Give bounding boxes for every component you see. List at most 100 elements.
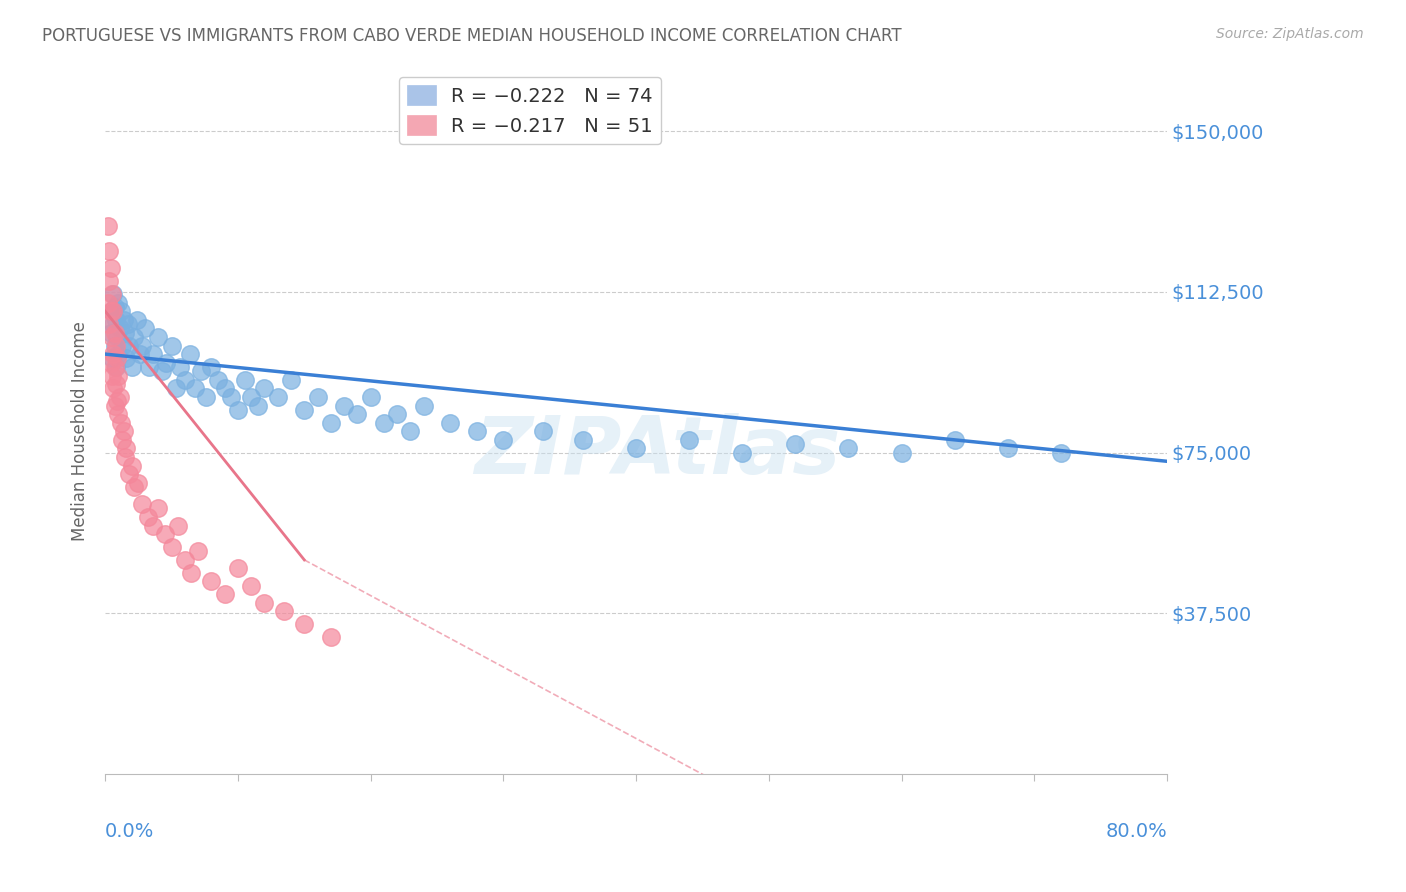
Point <box>101 287 124 301</box>
Point <box>253 596 276 610</box>
Point <box>131 497 153 511</box>
Point <box>572 433 595 447</box>
Point <box>100 261 122 276</box>
Point <box>104 377 127 392</box>
Point <box>101 287 124 301</box>
Point <box>105 330 128 344</box>
Point <box>387 407 409 421</box>
Text: Source: ZipAtlas.com: Source: ZipAtlas.com <box>1216 27 1364 41</box>
Point <box>103 326 125 340</box>
Text: PORTUGUESE VS IMMIGRANTS FROM CABO VERDE MEDIAN HOUSEHOLD INCOME CORRELATION CHA: PORTUGUESE VS IMMIGRANTS FROM CABO VERDE… <box>42 27 901 45</box>
Point <box>105 394 128 409</box>
Point <box>104 359 127 374</box>
Point <box>187 544 209 558</box>
Point <box>115 351 138 366</box>
Point <box>360 390 382 404</box>
Point <box>125 313 148 327</box>
Point <box>100 304 122 318</box>
Point <box>110 304 132 318</box>
Point <box>97 219 120 233</box>
Point <box>114 326 136 340</box>
Text: 80.0%: 80.0% <box>1105 822 1167 841</box>
Point <box>142 347 165 361</box>
Point <box>346 407 368 421</box>
Point <box>105 351 128 366</box>
Point <box>121 458 143 473</box>
Text: ZIPAtlas: ZIPAtlas <box>474 413 841 491</box>
Point <box>997 442 1019 456</box>
Point <box>195 390 218 404</box>
Point <box>124 480 146 494</box>
Point <box>103 399 125 413</box>
Point <box>155 356 177 370</box>
Point <box>110 416 132 430</box>
Point <box>837 442 859 456</box>
Point <box>465 425 488 439</box>
Point <box>148 501 170 516</box>
Point <box>112 425 135 439</box>
Point <box>101 304 124 318</box>
Point <box>240 579 263 593</box>
Point <box>111 338 134 352</box>
Point <box>240 390 263 404</box>
Point <box>624 442 647 456</box>
Point <box>207 373 229 387</box>
Point <box>107 295 129 310</box>
Point <box>103 359 125 374</box>
Point <box>200 359 222 374</box>
Point <box>267 390 290 404</box>
Point <box>200 574 222 589</box>
Point <box>103 300 125 314</box>
Point <box>104 338 127 352</box>
Point <box>173 373 195 387</box>
Point <box>150 364 173 378</box>
Point <box>292 402 315 417</box>
Point <box>173 553 195 567</box>
Point <box>127 475 149 490</box>
Point <box>114 450 136 464</box>
Point <box>118 467 141 482</box>
Point <box>731 446 754 460</box>
Point <box>678 433 700 447</box>
Point <box>98 244 121 259</box>
Point <box>214 381 236 395</box>
Point <box>273 604 295 618</box>
Point <box>121 359 143 374</box>
Point <box>179 347 201 361</box>
Point <box>112 313 135 327</box>
Point <box>292 617 315 632</box>
Point <box>107 368 129 383</box>
Point <box>184 381 207 395</box>
Point <box>890 446 912 460</box>
Point <box>307 390 329 404</box>
Point <box>412 399 434 413</box>
Point <box>128 347 150 361</box>
Point <box>280 373 302 387</box>
Point <box>214 587 236 601</box>
Point <box>165 381 187 395</box>
Point <box>103 338 125 352</box>
Point <box>115 442 138 456</box>
Point <box>131 338 153 352</box>
Point <box>118 338 141 352</box>
Point <box>399 425 422 439</box>
Text: 0.0%: 0.0% <box>105 822 155 841</box>
Point <box>148 330 170 344</box>
Legend: R = −0.222   N = 74, R = −0.217   N = 51: R = −0.222 N = 74, R = −0.217 N = 51 <box>399 78 661 144</box>
Point <box>319 630 342 644</box>
Point <box>943 433 966 447</box>
Point <box>138 359 160 374</box>
Point <box>180 566 202 580</box>
Point <box>169 359 191 374</box>
Point <box>101 368 124 383</box>
Point <box>134 321 156 335</box>
Point <box>153 527 176 541</box>
Point <box>98 274 121 288</box>
Point <box>333 399 356 413</box>
Point <box>136 510 159 524</box>
Point <box>101 381 124 395</box>
Point <box>492 433 515 447</box>
Point <box>373 416 395 430</box>
Point <box>97 295 120 310</box>
Point <box>190 364 212 378</box>
